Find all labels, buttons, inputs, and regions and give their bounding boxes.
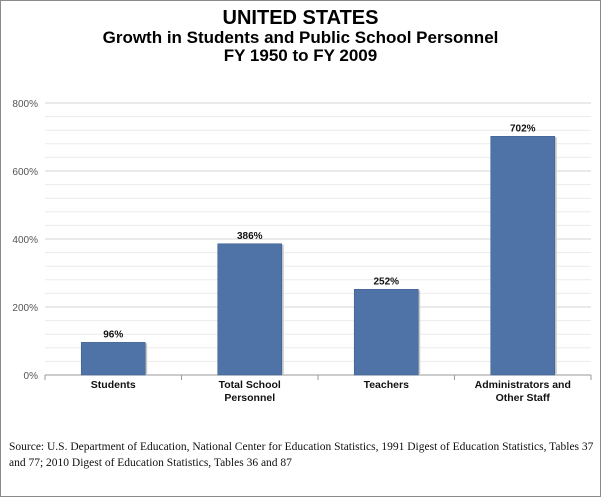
bar-value-label: 252% xyxy=(373,276,399,287)
x-category-label: Total School xyxy=(219,379,281,391)
bar-4 xyxy=(490,136,556,376)
bar-chart: 0% 200% 400% 600% 800% 96% Students 386% Total S… xyxy=(12,99,592,404)
x-category-label: Administrators and xyxy=(475,379,571,391)
bar-value-label: 96% xyxy=(103,329,123,340)
bar-1 xyxy=(80,342,146,376)
bar-2 xyxy=(217,243,283,376)
y-tick-label: 600% xyxy=(12,167,38,178)
x-category-label: Personnel xyxy=(224,392,275,404)
chart-subtitle: Growth in Students and Public School Per… xyxy=(102,28,499,47)
y-tick-label: 200% xyxy=(12,303,38,314)
y-tick-label: 400% xyxy=(12,235,38,246)
bar-3 xyxy=(353,289,419,376)
chart-period: FY 1950 to FY 2009 xyxy=(223,46,378,65)
x-category-label: Other Staff xyxy=(496,392,551,404)
chart-titles: UNITED STATES Growth in Students and Pub… xyxy=(1,7,600,65)
y-tick-label: 800% xyxy=(12,99,38,110)
x-category-label: Teachers xyxy=(364,379,409,391)
chart-title: UNITED STATES xyxy=(222,7,379,29)
bar-value-label: 386% xyxy=(237,231,263,242)
x-category-label: Students xyxy=(91,379,136,391)
bar-value-label: 702% xyxy=(510,123,536,134)
y-tick-label: 0% xyxy=(24,371,39,382)
source-note: Source: U.S. Department of Education, Na… xyxy=(9,441,594,469)
